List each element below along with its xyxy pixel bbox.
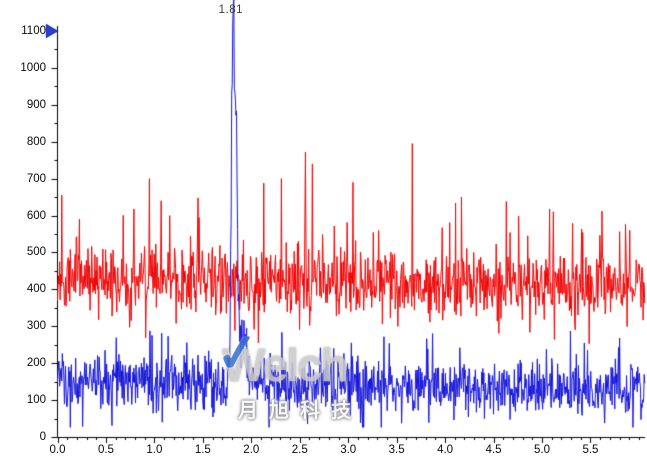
x-tick-label: 1.5 (194, 444, 211, 456)
x-tick-label: 4.5 (485, 444, 502, 456)
x-tick-label: 2.0 (243, 444, 260, 456)
y-tick-label: 400 (26, 283, 46, 296)
watermark-chinese-char: 科 (300, 400, 320, 422)
x-tick-label: 3.5 (388, 444, 405, 456)
x-tick-label: 2.5 (291, 444, 308, 456)
y-tick-label: 500 (26, 246, 46, 259)
watermark: ✓ Welch 月 旭 科 技 (213, 323, 351, 423)
x-tick-label: 5.0 (534, 444, 550, 456)
y-axis-max-marker-icon (46, 24, 58, 38)
watermark-chinese-char: 旭 (269, 400, 289, 422)
watermark-chinese-char: 月 (238, 400, 258, 422)
y-tick-label: 900 (26, 98, 46, 111)
y-tick-label: 1100 (21, 25, 46, 37)
peak-retention-time-label: 1.81 (218, 4, 244, 16)
y-tick-label: 1000 (20, 61, 46, 74)
x-tick-label: 1.0 (146, 444, 163, 456)
x-tick-label: 0.0 (49, 444, 66, 456)
y-tick-label: 100 (26, 394, 46, 407)
y-tick-label: 300 (26, 320, 46, 333)
y-tick-label: 800 (26, 135, 46, 148)
watermark-chinese-text: 月 旭 科 技 (238, 394, 351, 423)
watermark-brand: ✓ Welch (213, 323, 351, 394)
watermark-check-icon: ✓ (213, 322, 263, 386)
x-tick-label: 4.0 (437, 444, 454, 456)
y-tick-label: 200 (26, 357, 46, 370)
y-tick-label: 0 (39, 431, 46, 443)
y-tick-label: 600 (26, 209, 46, 222)
x-tick-label: 0.5 (97, 444, 114, 456)
x-tick-label: 5.5 (582, 444, 599, 456)
y-tick-label: 700 (26, 172, 46, 185)
watermark-chinese-char: 技 (331, 400, 351, 422)
x-tick-label: 3.0 (340, 444, 357, 456)
watermark-brand-text: Welch (222, 339, 349, 391)
